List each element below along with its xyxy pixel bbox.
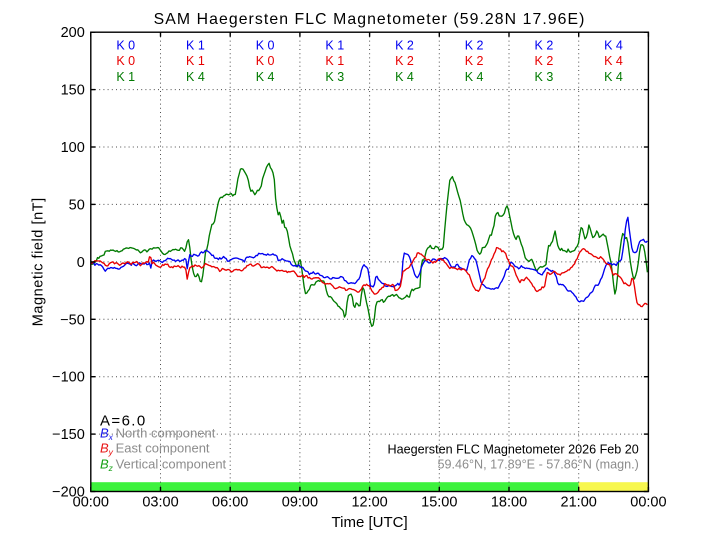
svg-text:Vertical component: Vertical component	[116, 456, 227, 471]
svg-text:K 0: K 0	[116, 38, 135, 52]
svg-text:K 4: K 4	[395, 70, 414, 84]
svg-text:K 1: K 1	[325, 54, 344, 68]
svg-text:K 3: K 3	[535, 70, 554, 84]
svg-text:21:00: 21:00	[561, 495, 597, 511]
svg-text:K 4: K 4	[465, 70, 484, 84]
svg-text:−100: −100	[52, 370, 85, 386]
svg-text:K 2: K 2	[395, 54, 414, 68]
svg-text:K 2: K 2	[395, 38, 414, 52]
svg-text:K 4: K 4	[604, 70, 623, 84]
svg-text:Haegersten FLC Magnetometer 20: Haegersten FLC Magnetometer 2026 Feb 20	[387, 443, 638, 457]
svg-text:K 3: K 3	[325, 70, 344, 84]
svg-text:−50: −50	[60, 312, 85, 328]
svg-text:09:00: 09:00	[282, 495, 318, 511]
svg-text:K 0: K 0	[256, 38, 275, 52]
svg-text:−150: −150	[52, 427, 85, 443]
svg-text:East component: East component	[116, 440, 210, 455]
svg-text:K 2: K 2	[535, 54, 554, 68]
svg-text:18:00: 18:00	[491, 495, 527, 511]
svg-text:K 2: K 2	[465, 54, 484, 68]
svg-text:K 1: K 1	[116, 70, 135, 84]
svg-text:K 4: K 4	[604, 38, 623, 52]
svg-text:SAM Haegersten FLC Magnetomete: SAM Haegersten FLC Magnetometer (59.28N …	[154, 11, 586, 28]
svg-text:15:00: 15:00	[421, 495, 457, 511]
svg-text:K 0: K 0	[256, 54, 275, 68]
svg-text:100: 100	[61, 140, 85, 156]
svg-text:K 1: K 1	[186, 38, 205, 52]
svg-text:K 0: K 0	[116, 54, 135, 68]
svg-text:50: 50	[69, 197, 85, 213]
svg-text:0: 0	[77, 255, 85, 271]
svg-text:K 2: K 2	[535, 38, 554, 52]
svg-text:Magnetic field [nT]: Magnetic field [nT]	[31, 197, 47, 326]
svg-text:Time [UTC]: Time [UTC]	[332, 514, 408, 531]
svg-text:North component: North component	[116, 426, 216, 441]
svg-text:K 4: K 4	[604, 54, 623, 68]
svg-text:59.46°N, 17.89°E - 57.86°N (ma: 59.46°N, 17.89°E - 57.86°N (magn.)	[437, 458, 638, 472]
svg-text:K 4: K 4	[186, 70, 205, 84]
svg-text:K 1: K 1	[325, 38, 344, 52]
svg-text:K 2: K 2	[465, 38, 484, 52]
svg-text:K 1: K 1	[186, 54, 205, 68]
svg-text:00:00: 00:00	[630, 495, 666, 511]
svg-text:−200: −200	[52, 485, 85, 501]
svg-text:A=6.0: A=6.0	[100, 413, 147, 430]
svg-text:K 4: K 4	[256, 70, 275, 84]
svg-text:03:00: 03:00	[142, 495, 178, 511]
svg-text:12:00: 12:00	[351, 495, 387, 511]
svg-text:200: 200	[61, 25, 85, 41]
svg-text:06:00: 06:00	[212, 495, 248, 511]
svg-text:150: 150	[61, 83, 85, 99]
svg-text:00:00: 00:00	[73, 495, 109, 511]
